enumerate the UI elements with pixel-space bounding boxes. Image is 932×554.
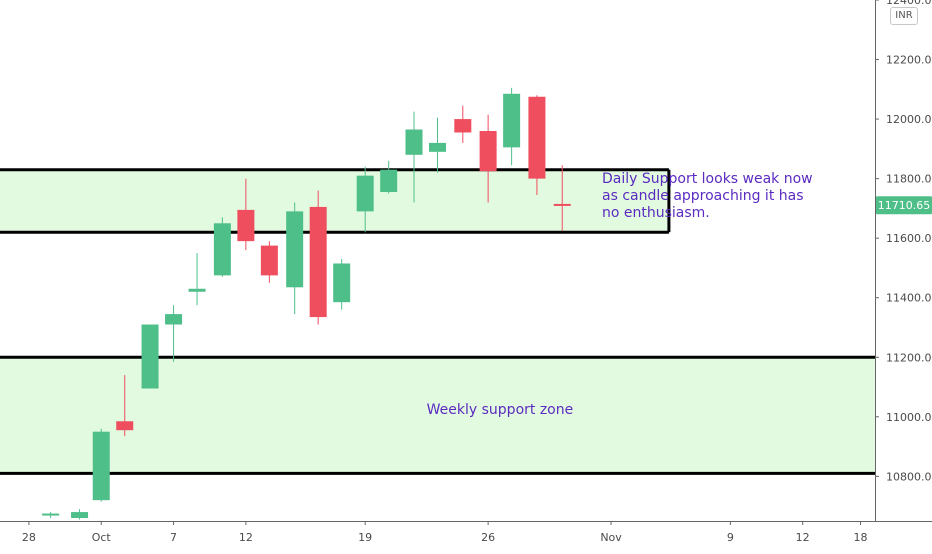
x-tick-label-0: 28: [22, 531, 36, 544]
daily-support-note-line-2: no enthusiasm.: [602, 205, 710, 221]
candle-body-5: [165, 314, 183, 325]
y-tick-label-7: 12200.00: [886, 54, 932, 67]
y-tick-label-5: 11800.00: [886, 173, 932, 186]
y-tick-label-4: 11600.00: [886, 232, 932, 245]
candle-body-7: [213, 223, 231, 276]
y-tick-label-8: 12400.00: [886, 0, 932, 7]
y-tick-label-6: 12000.00: [886, 113, 932, 126]
candle-body-18: [479, 130, 497, 172]
candle-body-17: [454, 119, 472, 133]
candle-body-14: [380, 169, 398, 193]
y-tick-label-2: 11200.00: [886, 351, 932, 364]
candle-body-4: [141, 324, 159, 389]
y-tick-label-1: 11000.00: [886, 411, 932, 424]
candle-body-20: [528, 96, 546, 179]
x-tick-label-2: 7: [170, 531, 177, 544]
candle-body-8: [237, 209, 255, 242]
candle-body-19: [503, 93, 521, 148]
x-tick-label-1: Oct: [92, 531, 112, 544]
currency-badge[interactable]: INR: [890, 7, 918, 25]
y-tick-label-0: 10800.00: [886, 470, 932, 483]
x-tick-label-6: Nov: [600, 531, 622, 544]
daily-support-note-line-0: Daily Support looks weak now: [602, 171, 813, 187]
candle-body-1: [71, 512, 89, 519]
candle-body-2: [92, 431, 110, 501]
candle-body-15: [405, 129, 423, 155]
daily-support-zone-fill: [0, 169, 669, 233]
last-price-badge: [876, 196, 932, 215]
candle-body-13: [356, 175, 374, 212]
candle-body-16: [429, 142, 446, 152]
weekly-support-label-line-0: Weekly support zone: [427, 402, 574, 418]
candle-body-21: [553, 203, 571, 206]
daily-support-note-line-1: as candle approaching it has: [602, 188, 804, 204]
candle-body-6: [188, 288, 206, 292]
x-tick-label-5: 26: [481, 531, 495, 544]
candle-body-3: [116, 421, 134, 431]
x-tick-label-9: 18: [854, 531, 868, 544]
candle-body-12: [333, 263, 351, 303]
candle-body-0: [42, 513, 60, 516]
daily-support-note: Daily Support looks weak now as candle ap…: [602, 171, 813, 221]
x-tick-label-4: 19: [358, 531, 372, 544]
x-tick-label-7: 9: [727, 531, 734, 544]
candle-body-10: [286, 211, 304, 288]
x-tick-label-3: 12: [239, 531, 253, 544]
x-tick-label-8: 12: [796, 531, 810, 544]
candle-body-11: [309, 206, 327, 318]
last-price-label: 11710.65: [878, 199, 931, 212]
candle-body-9: [260, 245, 278, 276]
y-tick-label-3: 11400.00: [886, 292, 932, 305]
weekly-support-label: Weekly support zone: [427, 402, 574, 418]
